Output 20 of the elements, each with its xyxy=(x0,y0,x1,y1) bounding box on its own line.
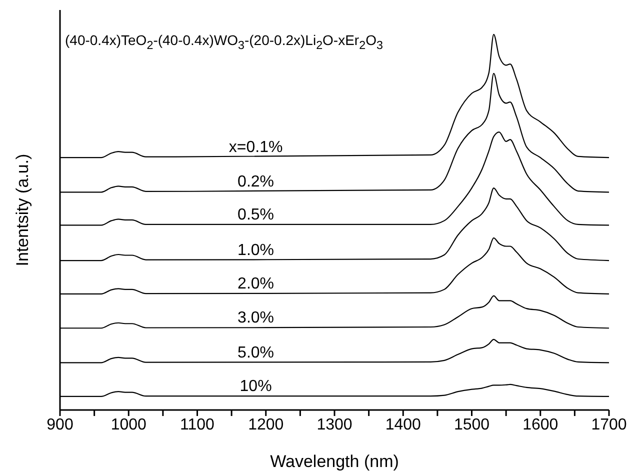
series-label: x=0.1% xyxy=(228,138,283,156)
y-axis-title: Intentsity (a.u.) xyxy=(13,154,32,266)
x-tick-label: 1000 xyxy=(110,416,147,434)
x-tick-label: 1200 xyxy=(248,416,284,434)
series-label: 1.0% xyxy=(238,242,274,259)
x-tick-label: 1300 xyxy=(316,416,352,434)
series-label: 0.2% xyxy=(238,173,274,190)
series-label: 3.0% xyxy=(238,310,274,327)
series-label: 10% xyxy=(240,378,272,396)
x-tick-label: 1400 xyxy=(385,416,422,434)
x-axis-title: Wavelength (nm) xyxy=(270,452,399,471)
x-tick-label: 900 xyxy=(46,416,74,434)
x-tick-label: 1600 xyxy=(522,416,558,434)
x-tick-label: 1500 xyxy=(454,416,490,434)
series-label: 5.0% xyxy=(238,344,274,362)
x-tick-label: 1700 xyxy=(591,416,627,434)
x-tick-label: 1100 xyxy=(180,416,215,434)
series-label: 2.0% xyxy=(238,276,274,293)
chart-title: (40-0.4x)TeO$_{2}$-(40-0.4x)WO$_{3}$-(20-0.2x)Li$_{2}$O-xEr$_{2}$O$_{3}$ xyxy=(65,32,383,52)
series-label: 0.5% xyxy=(238,206,274,224)
